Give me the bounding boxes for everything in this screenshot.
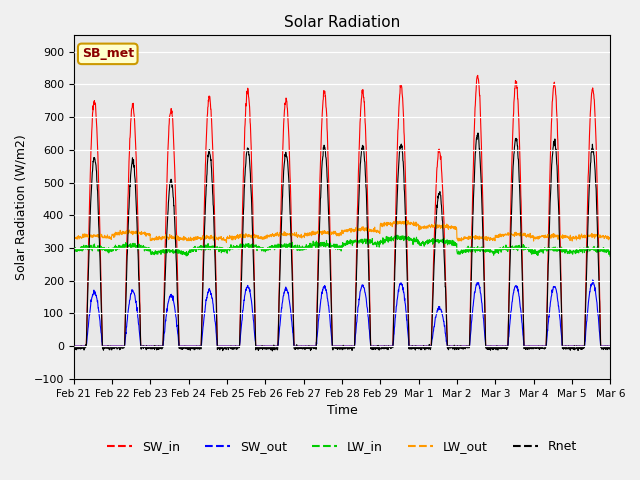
- Y-axis label: Solar Radiation (W/m2): Solar Radiation (W/m2): [15, 134, 28, 280]
- X-axis label: Time: Time: [326, 404, 357, 417]
- Legend: SW_in, SW_out, LW_in, LW_out, Rnet: SW_in, SW_out, LW_in, LW_out, Rnet: [102, 435, 582, 458]
- Title: Solar Radiation: Solar Radiation: [284, 15, 400, 30]
- Text: SB_met: SB_met: [82, 48, 134, 60]
